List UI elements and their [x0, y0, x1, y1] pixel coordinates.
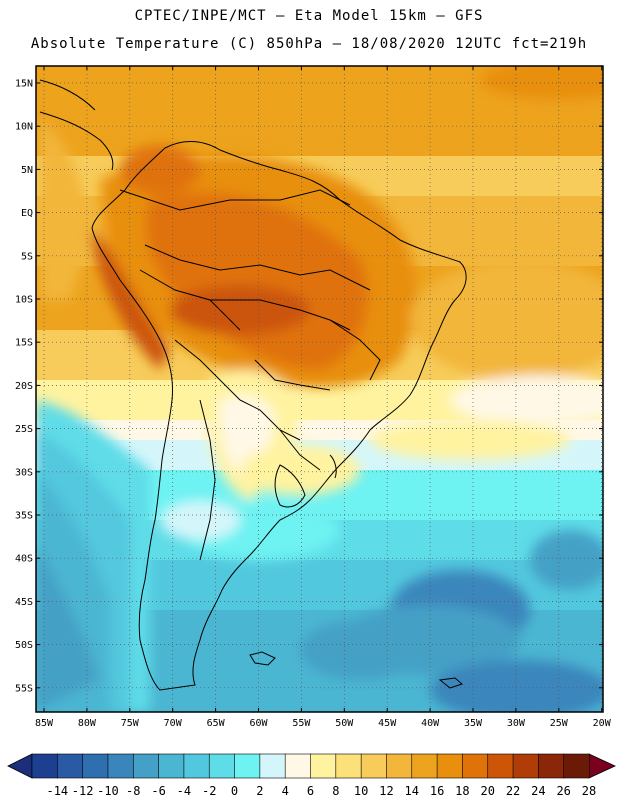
colorbar-label: -4 — [177, 784, 191, 798]
colorbar-swatch — [132, 753, 160, 779]
colorbar-swatch — [82, 753, 109, 779]
colorbar: -14 -12 -10 -8 -6 -4 -2 0 2 4 6 8 10 12 14 16 18 20 22 24 26… — [7, 753, 616, 798]
lon-label: 65W — [207, 718, 226, 729]
colorbar-label: 6 — [307, 784, 314, 798]
colorbar-swatch — [360, 753, 388, 779]
colorbar-swatch — [208, 753, 236, 779]
colorbar-label: 8 — [332, 784, 339, 798]
lon-label: 30W — [507, 718, 526, 729]
lat-label: 15N — [15, 79, 33, 90]
map-frame — [35, 65, 604, 713]
title-line-2: Absolute Temperature (C) 850hPa – 18/08/… — [30, 36, 588, 52]
lat-label: 5N — [21, 165, 33, 176]
lat-label: 55S — [15, 683, 33, 694]
lat-label: 35S — [15, 511, 33, 522]
latitude-labels: 15N 10N 5N EQ 5S 10S 15S 20S 25S 30S 35S 40S 45S 50S 5… — [15, 79, 603, 694]
colorbar-swatch — [335, 753, 362, 779]
colorbar-over-arrow — [588, 753, 616, 779]
colorbar-swatch — [487, 753, 514, 779]
lat-label: 5S — [21, 251, 33, 262]
colorbar-swatch — [107, 753, 134, 779]
lon-label: 80W — [78, 718, 97, 729]
colorbar-label: 28 — [582, 784, 596, 798]
lat-label: EQ — [21, 208, 33, 219]
colorbar-label: -6 — [151, 784, 165, 798]
colorbar-label: 14 — [405, 784, 419, 798]
colorbar-label: 22 — [506, 784, 520, 798]
lon-label: 45W — [378, 718, 397, 729]
lat-label: 30S — [15, 467, 33, 478]
colorbar-swatch — [31, 753, 58, 779]
colorbar-label: 0 — [231, 784, 238, 798]
colorbar-swatch — [284, 753, 312, 779]
colorbar-swatch — [259, 753, 286, 779]
colorbar-label: 2 — [256, 784, 263, 798]
lat-label: 50S — [15, 640, 33, 651]
colorbar-label: 12 — [379, 784, 393, 798]
colorbar-swatch — [310, 753, 337, 779]
lon-label: 40W — [421, 718, 440, 729]
colorbar-swatch — [538, 753, 565, 779]
colorbar-swatch — [234, 753, 261, 779]
colorbar-swatch — [158, 753, 185, 779]
colorbar-swatch — [563, 753, 590, 779]
lat-label: 20S — [15, 381, 33, 392]
lat-label: 45S — [15, 597, 33, 608]
lon-label: 85W — [35, 718, 54, 729]
colorbar-label: 10 — [354, 784, 368, 798]
lat-label: 40S — [15, 554, 33, 565]
colorbar-label: 24 — [531, 784, 545, 798]
lon-label: 20W — [593, 718, 612, 729]
lon-label: 50W — [335, 718, 354, 729]
colorbar-label: -12 — [72, 784, 94, 798]
colorbar-label: -8 — [126, 784, 140, 798]
colorbar-label: -14 — [46, 784, 68, 798]
lon-label: 25W — [550, 718, 569, 729]
colorbar-under-arrow — [7, 753, 33, 779]
longitude-labels: 85W 80W 75W 70W 65W 60W 55W 50W 45W 40W 35W 30W 25W 2… — [35, 66, 612, 729]
lon-label: 35W — [464, 718, 483, 729]
colorbar-label: -2 — [202, 784, 216, 798]
lon-label: 60W — [249, 718, 268, 729]
colorbar-label: 16 — [430, 784, 444, 798]
colorbar-swatch — [411, 753, 438, 779]
colorbar-swatch — [57, 753, 84, 779]
colorbar-swatch — [436, 753, 464, 779]
colorbar-swatch — [183, 753, 210, 779]
colorbar-label: 18 — [455, 784, 469, 798]
lat-label: 25S — [15, 424, 33, 435]
graticule — [36, 66, 603, 712]
colorbar-label: -10 — [97, 784, 119, 798]
lat-label: 10S — [15, 295, 33, 306]
lat-label: 15S — [15, 338, 33, 349]
title-line-1: CPTEC/INPE/MCT – Eta Model 15km – GFS — [134, 8, 484, 24]
colorbar-swatch — [462, 753, 489, 779]
colorbar-label: 20 — [481, 784, 495, 798]
lon-label: 55W — [292, 718, 311, 729]
lon-label: 70W — [164, 718, 183, 729]
colorbar-label: 4 — [282, 784, 289, 798]
colorbar-label: 26 — [556, 784, 570, 798]
lat-label: 10N — [15, 122, 33, 133]
colorbar-swatch — [512, 753, 539, 779]
coastlines-and-borders — [39, 79, 467, 691]
lon-label: 75W — [121, 718, 140, 729]
temperature-field — [36, 66, 603, 712]
colorbar-swatch — [386, 753, 413, 779]
